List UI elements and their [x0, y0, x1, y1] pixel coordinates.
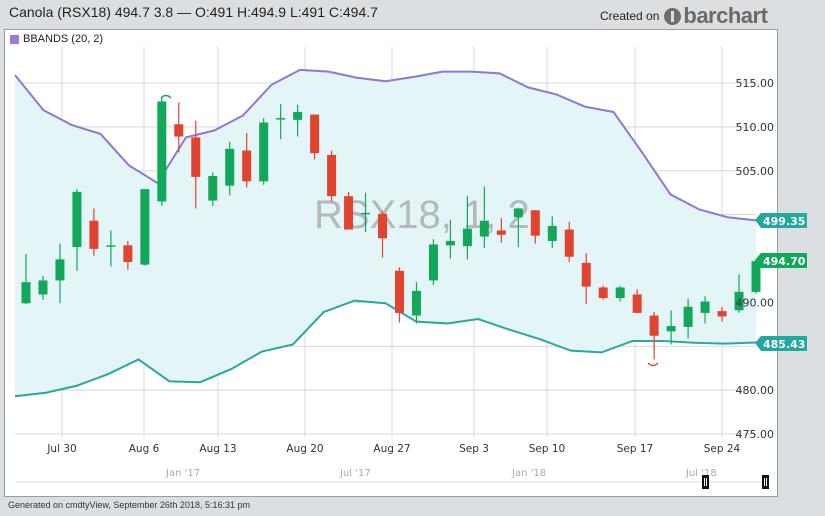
x-tick-label: Sep 3 — [459, 443, 489, 455]
y-tick-label: 475.00 — [736, 428, 775, 441]
candle-body — [683, 306, 693, 327]
price-tag-last-price: 494.70 — [755, 253, 807, 268]
candle-body — [751, 261, 761, 292]
candle-body — [38, 280, 48, 295]
upper-bollinger-band — [14, 68, 757, 222]
candle-body — [649, 315, 659, 336]
barchart-logo-text: barchart — [683, 3, 768, 28]
barchart-logo[interactable]: barchart — [664, 3, 768, 28]
candle-body — [717, 311, 727, 317]
created-on-label: Created on — [600, 9, 660, 23]
candle-body — [293, 111, 303, 120]
candle-body — [140, 189, 150, 265]
barchart-logo-icon — [664, 7, 682, 25]
last-price-value: 494.70 — [763, 255, 806, 268]
y-tick-label: 480.00 — [736, 384, 775, 397]
candle-body — [327, 154, 337, 197]
candle-body — [598, 287, 608, 298]
high-marker-icon — [160, 94, 172, 99]
candle-body — [242, 150, 252, 182]
candle-body — [106, 245, 116, 247]
candle-body — [581, 262, 591, 287]
candle-body — [734, 291, 744, 311]
x-tick-label: Sep 17 — [617, 443, 654, 455]
candle-body — [513, 208, 523, 218]
navigator-label: Jul '17 — [339, 468, 371, 479]
candle-body — [378, 213, 388, 239]
low-marker-icon — [647, 362, 659, 367]
candle-body — [157, 101, 167, 202]
candle-body — [428, 244, 438, 281]
candle-body — [191, 137, 201, 177]
candle-body — [361, 212, 371, 215]
candle-body — [445, 240, 455, 246]
x-tick-label: Aug 27 — [373, 443, 410, 455]
candle-body — [564, 229, 574, 257]
legend-swatch-icon — [10, 34, 19, 44]
candle-body — [276, 118, 286, 120]
candle-body — [666, 326, 676, 332]
lower-band-value: 485.43 — [763, 338, 805, 351]
navigator-label: Jan '17 — [165, 468, 200, 479]
brand-block: Created on barchart — [600, 3, 768, 28]
candle-body — [123, 245, 133, 263]
navigator-label: Jul '18 — [685, 468, 717, 479]
y-tick-label: 515.00 — [736, 77, 775, 90]
x-tick-label: Sep 24 — [704, 443, 741, 455]
indicator-legend[interactable]: BBANDS (20, 2) — [10, 33, 103, 45]
x-tick-label: Aug 6 — [129, 443, 160, 455]
x-tick-label: Sep 10 — [529, 443, 566, 455]
navigator[interactable]: Jan '17 Jul '17 Jan '18 Jul '18 — [16, 468, 769, 489]
generated-footer: Generated on cmdtyView, September 26th 2… — [8, 500, 250, 510]
candle-body — [55, 259, 65, 281]
candle-body — [632, 294, 642, 313]
navigator-right-handle[interactable] — [762, 475, 769, 489]
candlestick-series — [21, 97, 761, 360]
candle-body — [530, 210, 540, 236]
candle-body — [700, 301, 710, 313]
x-tick-label: Aug 20 — [286, 443, 323, 455]
x-tick-label: Aug 13 — [199, 443, 236, 455]
navigator-label: Jan '18 — [511, 468, 546, 479]
candle-body — [259, 122, 269, 182]
chart-title: Canola (RSX18) 494.7 3.8 — O:491 H:494.9… — [9, 4, 378, 20]
x-axis: Jul 30 Aug 6 Aug 13 Aug 20 Aug 27 Sep 3 Sep 10… — [46, 443, 740, 455]
candle-body — [394, 270, 404, 313]
candle-body — [615, 287, 625, 298]
candle-body — [174, 124, 184, 137]
candle-body — [72, 191, 82, 248]
legend-label: BBANDS (20, 2) — [23, 33, 104, 45]
candle-body — [310, 114, 320, 154]
candle-body — [411, 290, 421, 316]
upper-band-value: 499.35 — [763, 215, 805, 228]
navigator-left-handle[interactable] — [702, 475, 709, 489]
price-tag-lower-band: 485.43 — [755, 336, 807, 351]
lower-bollinger-band — [14, 299, 757, 398]
price-tag-upper-band: 499.35 — [755, 213, 807, 228]
y-tick-label: 505.00 — [736, 165, 775, 178]
y-tick-label: 490.00 — [736, 296, 775, 309]
y-tick-label: 510.00 — [736, 121, 775, 134]
candle-body — [547, 226, 557, 241]
candle-body — [479, 220, 489, 237]
candle-body — [344, 196, 354, 230]
candle-body — [225, 148, 235, 186]
candle-body — [462, 228, 472, 247]
candle-body — [208, 176, 218, 201]
candle-body — [496, 230, 506, 235]
candle-body — [21, 282, 31, 304]
x-tick-label: Jul 30 — [46, 443, 76, 455]
candle-body — [89, 220, 99, 249]
y-axis: 475.00 480.00 490.00 505.00 510.00 515.00 — [736, 77, 775, 441]
